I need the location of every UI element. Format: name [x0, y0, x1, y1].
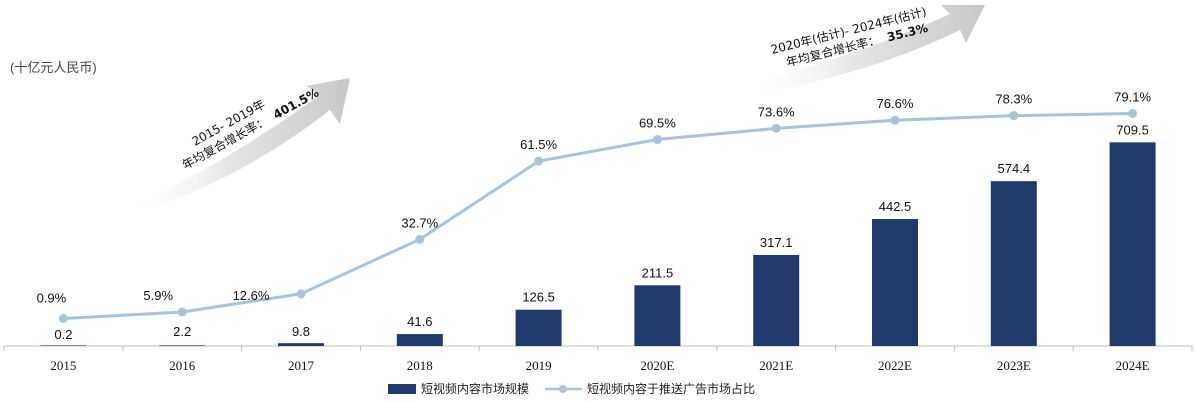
- category-label: 2020E: [640, 358, 674, 373]
- category-label: 2021E: [759, 358, 793, 373]
- legend-bar-swatch: [388, 384, 416, 394]
- line-value-label: 32.7%: [401, 215, 438, 230]
- line-value-label: 76.6%: [877, 96, 914, 111]
- bar-value-label: 574.4: [998, 161, 1031, 176]
- line-value-label: 78.3%: [995, 92, 1032, 107]
- line-point: [296, 289, 306, 299]
- legend: 短视频内容市场规模 短视频内容于推送广告市场占比: [388, 381, 755, 396]
- bar-value-label: 2.2: [173, 324, 191, 339]
- line-point: [415, 234, 425, 244]
- category-label: 2017: [288, 358, 315, 373]
- line-point: [1009, 111, 1019, 121]
- line-point: [652, 134, 662, 144]
- line-point: [890, 115, 900, 125]
- bar-2024E: [1109, 142, 1156, 346]
- bar-2019: [515, 309, 562, 346]
- bar-2016: [159, 345, 206, 346]
- legend-line-marker: [559, 385, 567, 393]
- bar-2021E: [753, 254, 800, 346]
- growth-arrow-left: [128, 78, 350, 212]
- bar-value-label: 709.5: [1116, 122, 1149, 137]
- line-point: [771, 123, 781, 133]
- bar-2023E: [990, 181, 1037, 346]
- line-point: [1128, 108, 1138, 118]
- line-value-label: 69.5%: [639, 115, 676, 130]
- growth-arrow-right: [745, 5, 985, 95]
- line-value-label: 73.6%: [758, 104, 795, 119]
- bar-value-label: 0.2: [54, 327, 72, 342]
- category-label: 2018: [407, 358, 433, 373]
- line-point: [177, 307, 187, 317]
- bar-2015: [40, 345, 87, 346]
- bar-value-label: 442.5: [879, 199, 912, 214]
- line-value-label: 5.9%: [143, 288, 173, 303]
- plot-area: 0.2 2015 2.2 2016 9.8 2017 41.6 2018 126.5 2019 21…: [3, 89, 1193, 373]
- category-label: 2024E: [1116, 358, 1150, 373]
- line-value-label: 12.6%: [233, 288, 270, 303]
- bar-value-label: 41.6: [407, 314, 432, 329]
- bar-value-label: 126.5: [522, 290, 555, 305]
- bar-2017: [278, 343, 324, 346]
- line-value-label: 79.1%: [1114, 89, 1151, 104]
- category-label: 2023E: [997, 358, 1031, 373]
- line-point: [534, 156, 544, 166]
- bar-2018: [396, 334, 443, 346]
- legend-line-label: 短视频内容于推送广告市场占比: [587, 381, 755, 396]
- bar-value-label: 9.8: [292, 324, 310, 339]
- unit-label: (十亿元人民币): [10, 60, 97, 75]
- legend-bar-label: 短视频内容市场规模: [421, 381, 529, 396]
- bar-2020E: [634, 285, 681, 346]
- bar-value-label: 317.1: [760, 235, 793, 250]
- bar-value-label: 211.5: [642, 265, 674, 280]
- category-label: 2022E: [878, 358, 912, 373]
- category-label: 2015: [50, 358, 76, 373]
- line-value-label: 61.5%: [520, 137, 557, 152]
- category-label: 2019: [526, 358, 552, 373]
- line-point: [58, 314, 68, 324]
- category-label: 2016: [169, 358, 196, 373]
- line-value-label: 0.9%: [37, 291, 67, 306]
- bar-2022E: [872, 219, 918, 346]
- line-series: [63, 111, 1133, 321]
